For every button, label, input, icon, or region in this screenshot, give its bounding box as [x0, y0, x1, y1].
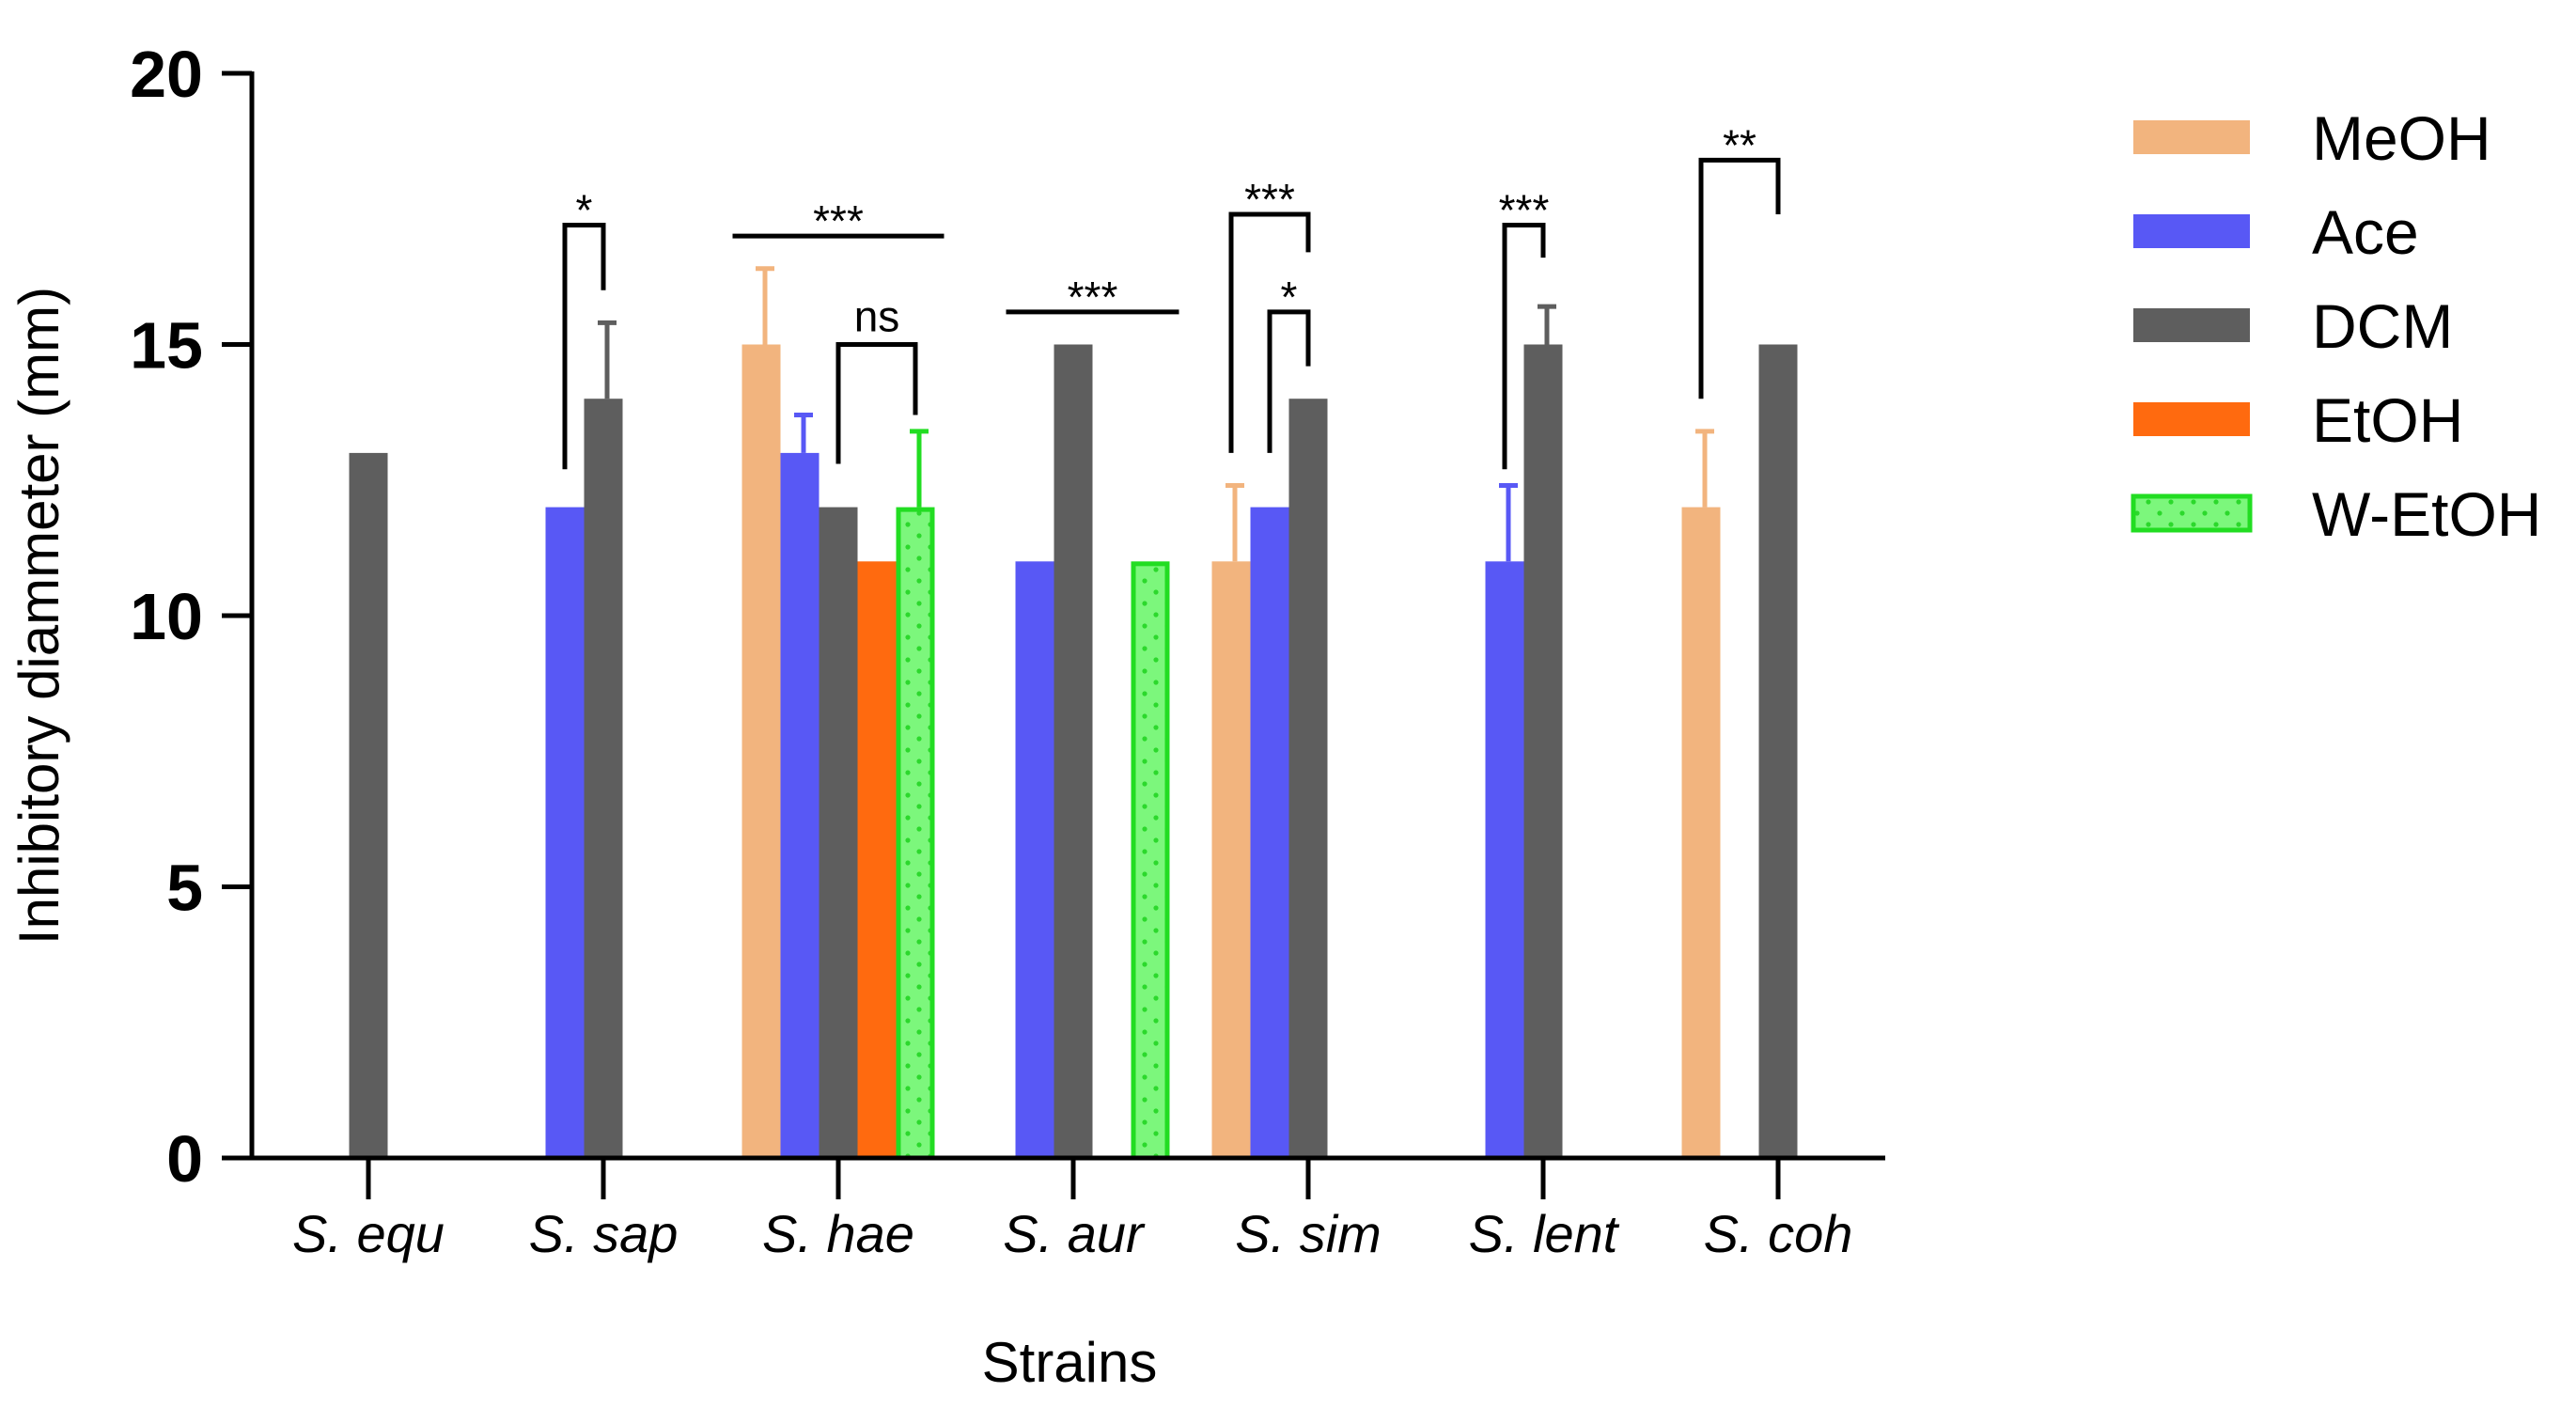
- bar-ace-s-lent: [1485, 561, 1524, 1158]
- x-tick-label: S. hae: [762, 1204, 914, 1263]
- legend-label-w-etoh: W-EtOH: [2312, 479, 2541, 549]
- bar-dcm-s-sap: [584, 399, 623, 1158]
- bar-meoh-s-hae: [742, 344, 781, 1158]
- bars: [349, 344, 1798, 1161]
- y-tick-label: 20: [130, 38, 203, 111]
- significance-bracket-7: [1502, 223, 1546, 470]
- y-axis-title: Inhibitory diammeter (mm): [8, 287, 70, 945]
- x-axis-title: Strains: [982, 1331, 1158, 1394]
- significance-bracket-1: [562, 223, 606, 470]
- y-tick-label: 10: [130, 580, 203, 653]
- y-tick-label: 5: [166, 852, 203, 925]
- significance-bracket-5: [1228, 211, 1311, 453]
- x-tick-label: S. sim: [1235, 1204, 1382, 1263]
- bar-dcm-s-coh: [1758, 344, 1798, 1158]
- significance-label-2: ***: [813, 196, 864, 245]
- legend-label-etoh: EtOH: [2312, 385, 2463, 455]
- bar-dcm-s-lent: [1523, 344, 1563, 1158]
- legend-label-meoh: MeOH: [2312, 103, 2491, 173]
- bar-dcm-s-aur: [1054, 344, 1093, 1158]
- significance-bracket-8: [1698, 157, 1781, 399]
- x-tick-label: S. aur: [1003, 1204, 1146, 1263]
- significance-label-8: **: [1723, 120, 1756, 169]
- bar-ace-s-sap: [545, 507, 585, 1158]
- x-tick-label: S. sap: [529, 1204, 679, 1263]
- legend-swatch-dcm: [2133, 308, 2250, 342]
- legend-swatch-meoh: [2133, 120, 2250, 154]
- significance-bracket-3: [835, 342, 918, 464]
- y-tick-label: 0: [166, 1122, 203, 1196]
- bar-ace-s-sim: [1250, 507, 1289, 1158]
- bar-meoh-s-sim: [1211, 561, 1251, 1158]
- bar-meoh-s-coh: [1681, 507, 1721, 1158]
- significance-label-4: ***: [1068, 273, 1118, 321]
- x-tick-label: S. coh: [1704, 1204, 1853, 1263]
- bar-ace-s-aur: [1015, 561, 1054, 1158]
- bar-dcm-s-sim: [1288, 399, 1328, 1158]
- bar-dcm-s-equ: [349, 452, 388, 1158]
- y-tick-label: 15: [130, 309, 203, 383]
- significance-label-7: ***: [1499, 186, 1550, 235]
- significance-label-6: *: [1281, 273, 1298, 321]
- legend-swatch-w-etoh: [2131, 493, 2253, 533]
- significance-label-1: *: [576, 186, 593, 235]
- significance-bracket-6: [1267, 309, 1311, 453]
- significance-brackets: * ***ns ************: [562, 120, 1781, 470]
- x-tick-label: S. lent: [1469, 1204, 1620, 1263]
- significance-label-5: ***: [1244, 175, 1295, 224]
- error-bars: [598, 266, 1714, 562]
- legend-swatch-etoh: [2133, 402, 2250, 436]
- axes: 0 5 10 15 20 S. equ S. sap S. hae S. aur S. sim S.…: [130, 38, 1885, 1263]
- legend: MeOH Ace DCM EtOH W-EtOH: [2131, 103, 2541, 549]
- bar-w-etoh-s-aur: [1131, 561, 1170, 1161]
- bar-etoh-s-hae: [857, 561, 897, 1158]
- bar-w-etoh-s-hae: [896, 507, 935, 1161]
- bar-dcm-s-hae: [819, 507, 858, 1158]
- significance-label-3: ns: [854, 292, 900, 341]
- legend-swatch-ace: [2133, 214, 2250, 248]
- legend-label-dcm: DCM: [2312, 291, 2453, 361]
- x-tick-label: S. equ: [292, 1204, 445, 1263]
- legend-label-ace: Ace: [2312, 197, 2419, 267]
- bar-ace-s-hae: [780, 452, 820, 1158]
